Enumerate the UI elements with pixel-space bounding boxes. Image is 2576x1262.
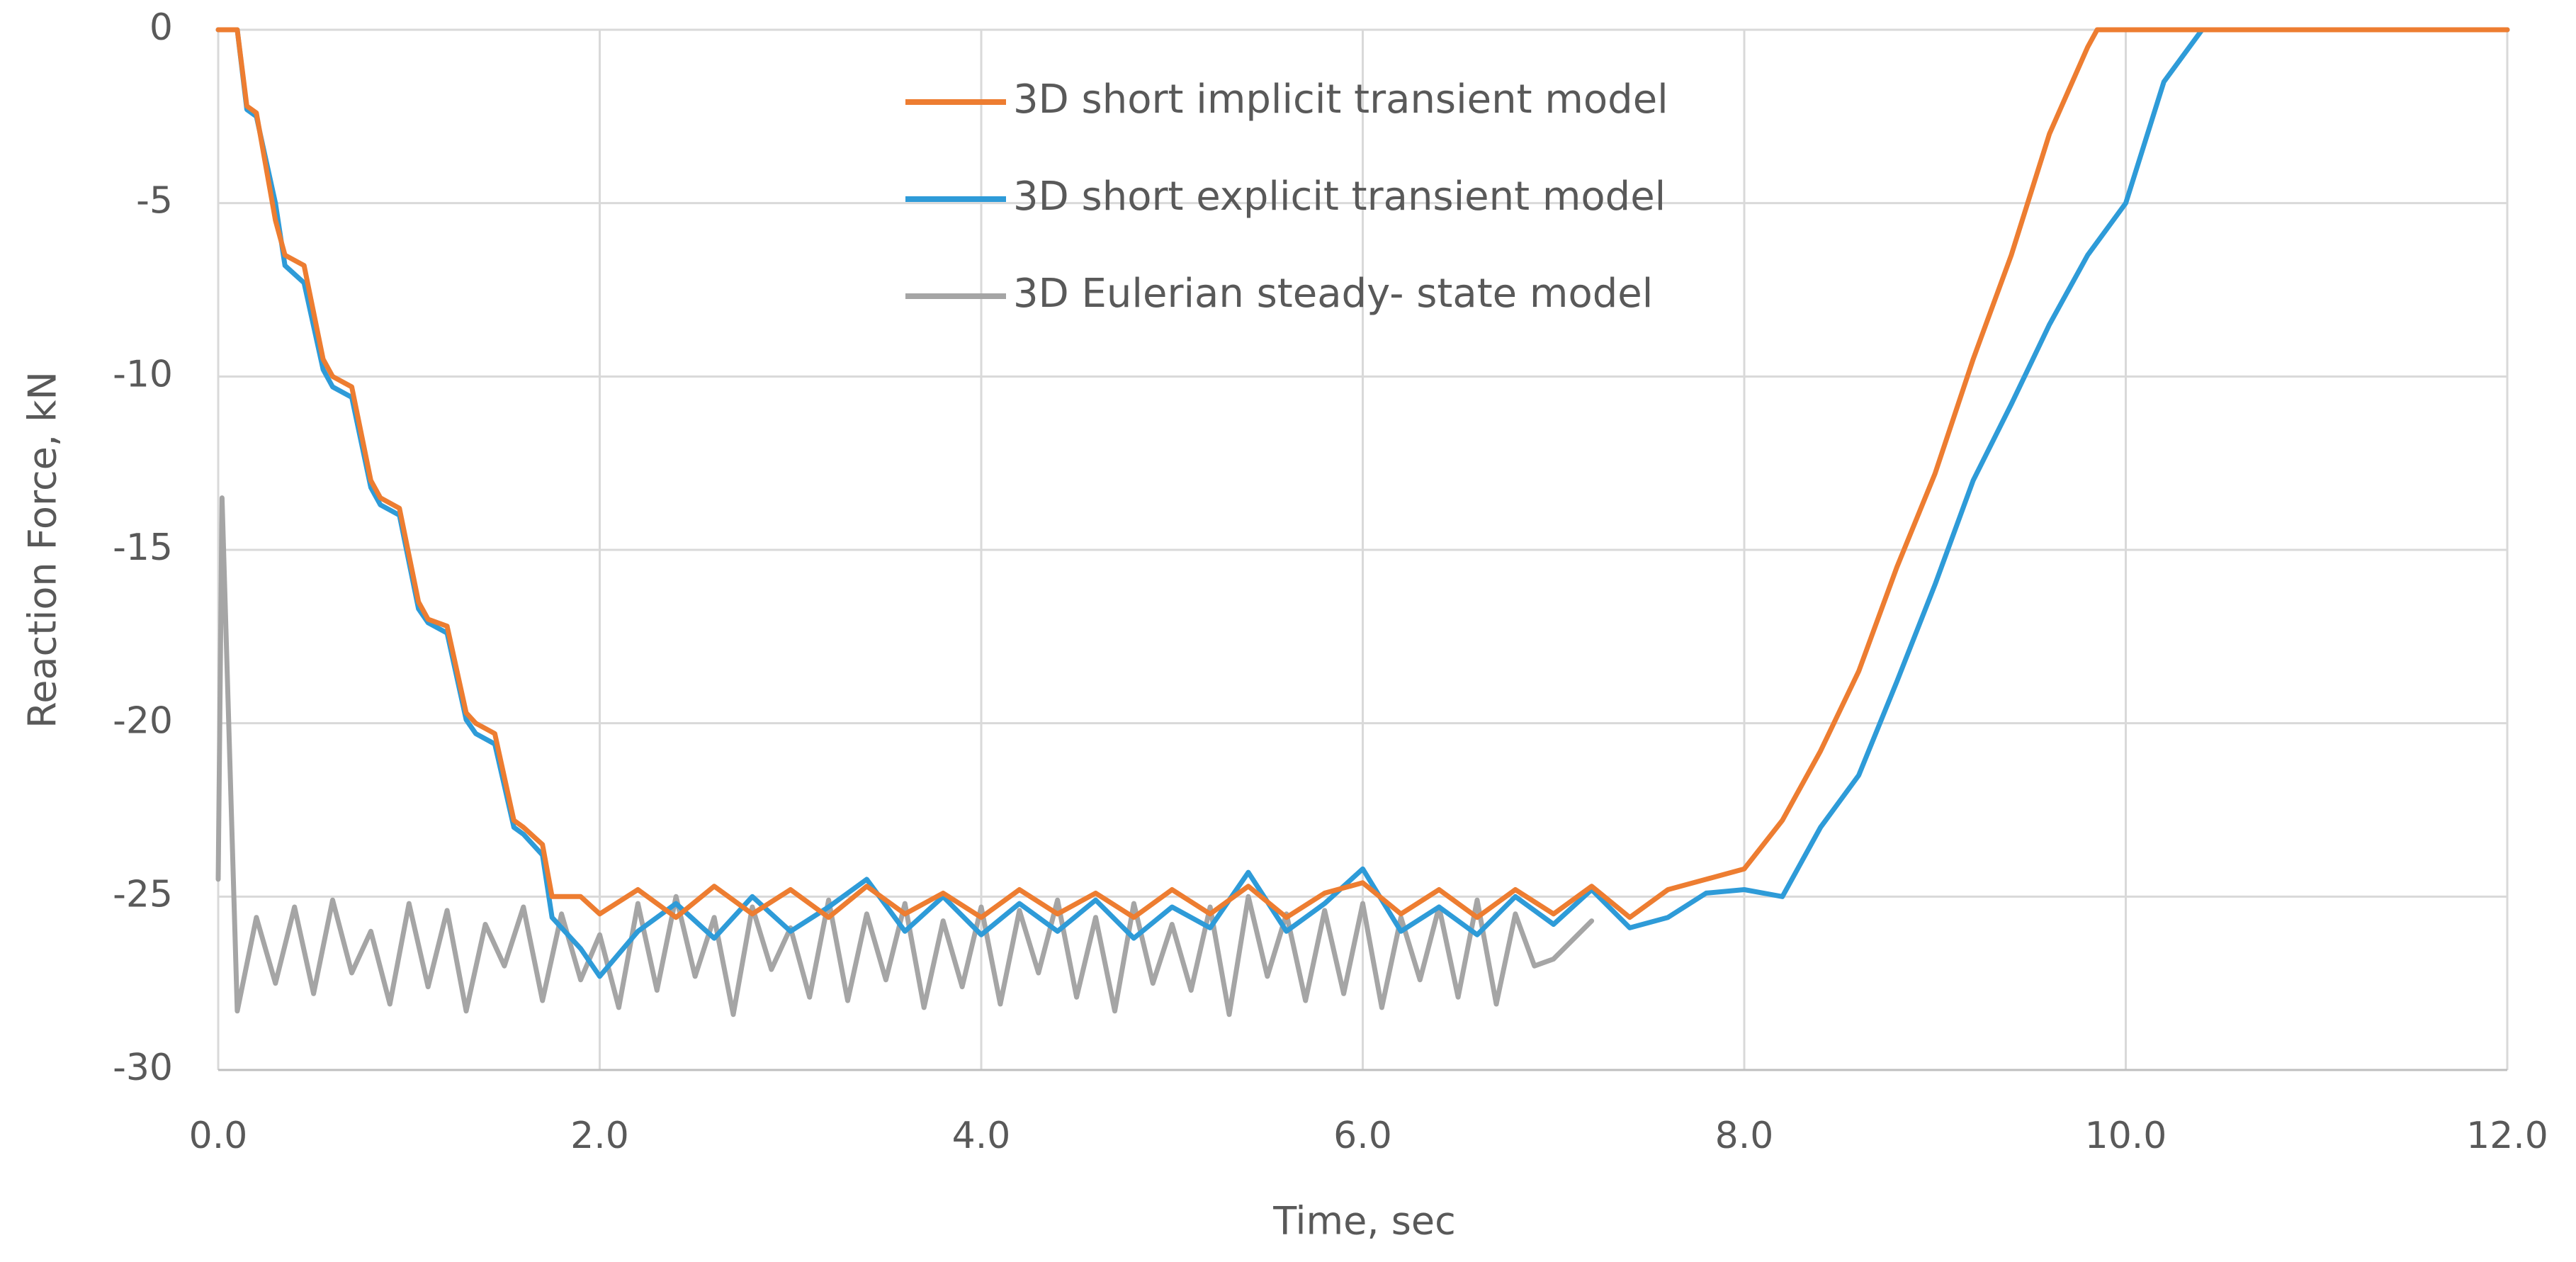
x-tick-label: 8.0 <box>1715 1115 1774 1157</box>
y-tick-label: -20 <box>113 700 173 743</box>
series-line <box>215 27 2510 979</box>
y-tick-label: -15 <box>113 526 173 569</box>
x-tick-label: 10.0 <box>2085 1115 2167 1157</box>
y-tick-label: -5 <box>136 180 173 222</box>
y-tick-label: -10 <box>113 353 173 395</box>
y-tick-label: -30 <box>113 1047 173 1089</box>
x-tick-label: 4.0 <box>952 1115 1011 1157</box>
x-tick-label: 12.0 <box>2466 1115 2548 1157</box>
series-line <box>215 27 2510 920</box>
series-line <box>215 495 1595 1018</box>
legend-label: 3D short implicit transient model <box>1013 77 1668 123</box>
x-tick-label: 6.0 <box>1333 1115 1392 1157</box>
y-tick-label: 0 <box>149 6 173 49</box>
legend-label: 3D Eulerian steady- state model <box>1013 271 1653 317</box>
x-tick-label: 0.0 <box>189 1115 248 1157</box>
y-tick-label: -25 <box>113 873 173 915</box>
x-axis-title: Time, sec <box>1272 1199 1456 1244</box>
y-axis-title: Reaction Force, kN <box>21 371 65 728</box>
x-tick-label: 2.0 <box>570 1115 629 1157</box>
legend-label: 3D short explicit transient model <box>1013 174 1666 220</box>
